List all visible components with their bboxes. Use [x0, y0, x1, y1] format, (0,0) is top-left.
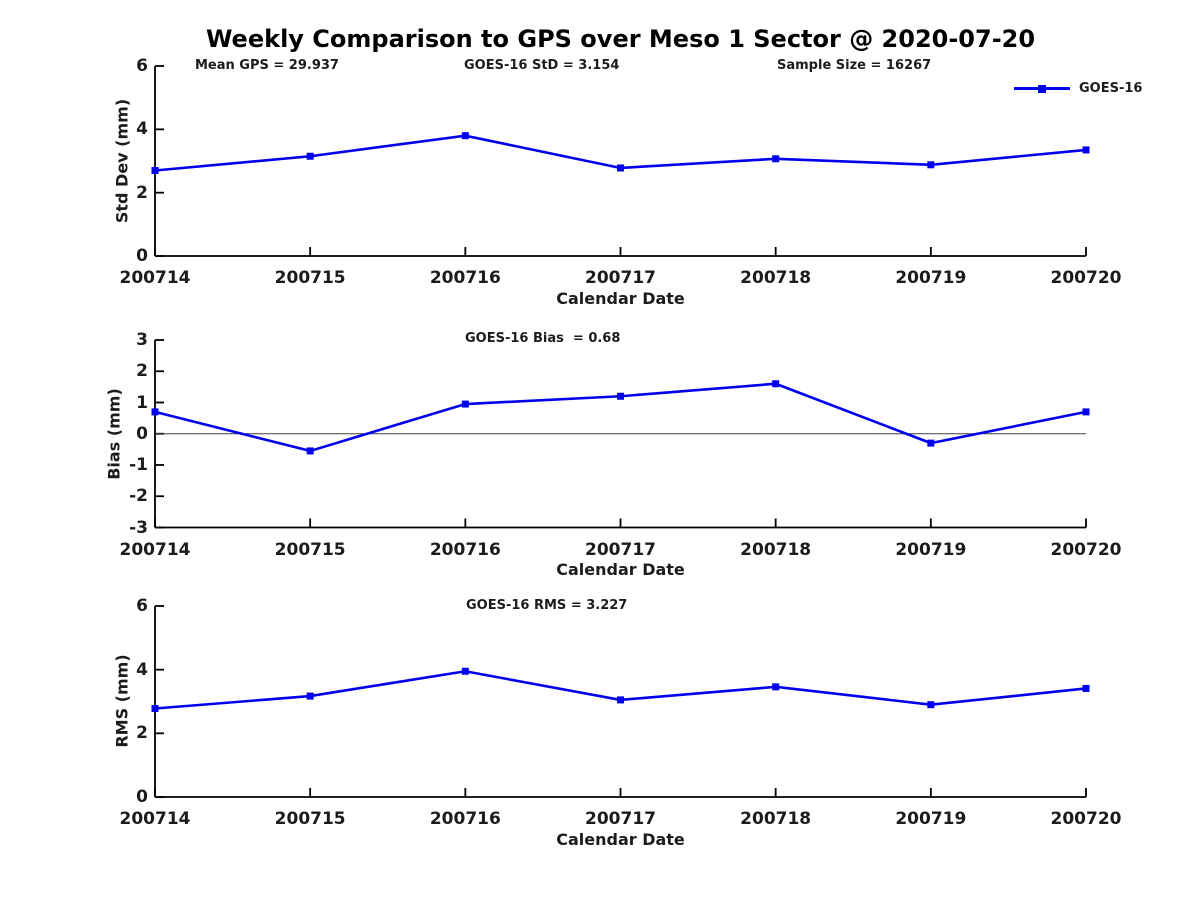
y-tick-label: 6	[136, 596, 148, 616]
data-point-marker	[461, 132, 469, 140]
data-point-marker	[151, 408, 159, 416]
y-tick-label: -2	[129, 486, 148, 507]
data-point-marker	[927, 161, 935, 169]
data-point-marker	[151, 167, 159, 174]
x-tick-label: 200717	[585, 268, 656, 288]
x-tick-label: 200715	[274, 809, 346, 829]
x-tick-label: 200715	[274, 539, 346, 560]
x-tick-label: 200716	[429, 809, 501, 829]
legend-label: GOES-16	[1079, 81, 1143, 96]
data-point-marker	[927, 701, 935, 709]
x-axis-label-calendar-date-1: Calendar Date	[556, 289, 685, 308]
annotation-mean-gps: Mean GPS = 29.937	[195, 58, 339, 73]
data-point-marker	[1082, 146, 1090, 154]
legend: GOES-16	[1014, 81, 1142, 96]
data-point-marker	[151, 705, 159, 713]
data-point-marker	[927, 439, 935, 447]
x-tick-label: 200716	[429, 539, 501, 560]
x-tick-label: 200720	[1050, 809, 1122, 829]
y-tick-label: 4	[136, 659, 148, 680]
y-tick-label: 1	[136, 392, 148, 413]
y-tick-label: -1	[129, 455, 148, 475]
data-point-marker	[617, 696, 624, 704]
annotation-goes16-std: GOES-16 StD = 3.154	[464, 58, 620, 73]
y-tick-label: 2	[136, 723, 148, 744]
y-tick-label: -3	[129, 517, 148, 538]
x-tick-label: 200717	[585, 809, 656, 829]
data-point-marker	[617, 164, 624, 172]
data-point-marker	[772, 683, 780, 691]
data-point-marker	[306, 692, 314, 700]
y-tick-label: 6	[136, 56, 148, 76]
data-point-marker	[1082, 408, 1090, 416]
y-tick-label: 0	[136, 246, 148, 266]
data-point-marker	[617, 392, 624, 400]
y-tick-label: 0	[136, 423, 148, 444]
data-point-marker	[772, 380, 780, 388]
y-tick-label: 2	[136, 361, 148, 382]
x-tick-label: 200717	[585, 539, 656, 560]
annotation-sample-size: Sample Size = 16267	[777, 58, 932, 73]
legend-square-marker-icon	[1038, 84, 1046, 93]
y-tick-label: 2	[136, 182, 148, 203]
x-axis-label-calendar-date-3: Calendar Date	[556, 830, 685, 849]
x-tick-label: 200718	[740, 809, 812, 829]
x-tick-label: 200719	[895, 268, 967, 288]
figure-title: Weekly Comparison to GPS over Meso 1 Sec…	[205, 25, 1036, 53]
y-tick-label: 3	[136, 330, 148, 350]
x-tick-label: 200718	[740, 539, 812, 560]
data-point-marker	[772, 155, 780, 163]
data-point-marker	[306, 152, 314, 160]
data-point-marker	[461, 667, 469, 675]
x-tick-label: 200718	[740, 268, 812, 288]
y-tick-label: 0	[136, 787, 148, 807]
x-tick-label: 200720	[1050, 539, 1122, 560]
data-point-marker	[1082, 684, 1090, 692]
annotation-goes16-rms: GOES-16 RMS = 3.227	[466, 598, 628, 613]
annotation-goes16-bias: GOES-16 Bias = 0.68	[465, 331, 621, 346]
legend-line	[1014, 84, 1070, 93]
data-point-marker	[306, 447, 314, 455]
x-tick-label: 200714	[119, 809, 191, 829]
x-axis-label-calendar-date-2: Calendar Date	[556, 560, 685, 579]
y-tick-label: 4	[136, 119, 148, 140]
data-point-marker	[461, 400, 469, 408]
x-tick-label: 200720	[1050, 268, 1122, 288]
x-tick-label: 200719	[895, 539, 967, 560]
x-tick-label: 200716	[429, 268, 501, 288]
x-tick-label: 200715	[274, 268, 346, 288]
x-tick-label: 200714	[119, 539, 191, 560]
x-tick-label: 200714	[119, 268, 191, 288]
x-tick-label: 200719	[895, 809, 967, 829]
